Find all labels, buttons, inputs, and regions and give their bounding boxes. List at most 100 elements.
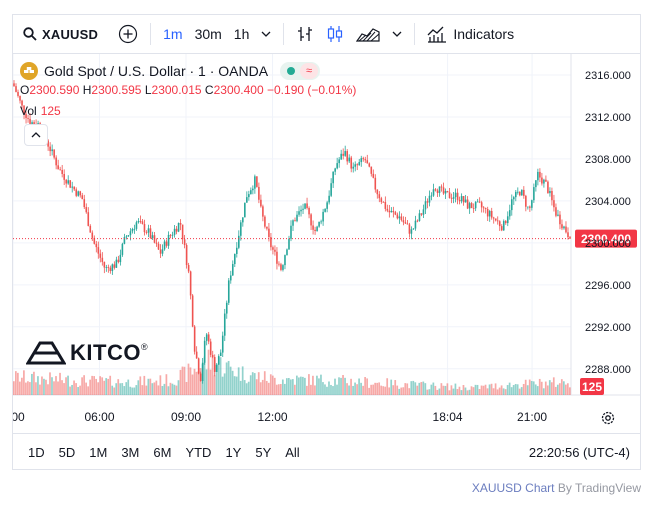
volume-bar: [49, 372, 51, 395]
volume-bar: [77, 387, 79, 395]
volume-bar: [354, 382, 356, 395]
volume-bar: [131, 387, 134, 395]
range-3m[interactable]: 3M: [121, 444, 140, 460]
candle-body: [494, 218, 497, 221]
candle-body: [246, 197, 248, 203]
high-label: H: [82, 83, 92, 97]
candles-style-button[interactable]: [320, 15, 350, 53]
chart-type-dropdown[interactable]: [386, 15, 408, 53]
volume-bar: [402, 387, 405, 395]
interval-1m[interactable]: 1m: [163, 26, 183, 42]
volume-bar: [566, 383, 569, 395]
candle-body: [352, 166, 355, 169]
candle-body: [133, 228, 136, 230]
volume-bar: [251, 372, 254, 395]
candle-body: [209, 341, 212, 355]
volume-bar: [55, 376, 57, 395]
candle-body: [163, 241, 166, 250]
volume-bar: [534, 384, 537, 395]
interval-1h[interactable]: 1h: [233, 26, 250, 42]
candle-body: [332, 171, 334, 184]
volume-bar: [548, 380, 551, 395]
last-price-badge: [575, 229, 637, 248]
candle-body: [63, 173, 65, 180]
candle-body: [392, 210, 395, 213]
collapse-legend-button[interactable]: [24, 124, 48, 146]
volume-bar: [125, 382, 128, 395]
volume-bar: [516, 384, 519, 395]
volume-bar: [490, 383, 493, 395]
candle-body: [420, 213, 423, 215]
price-tick-label: 2288.000: [585, 364, 631, 376]
settings-gear[interactable]: [600, 410, 616, 426]
volume-bar: [213, 375, 216, 395]
volume-bar: [346, 383, 348, 395]
volume-bar: [85, 382, 87, 395]
volume-bar: [330, 384, 332, 395]
candle-body: [408, 224, 411, 234]
candle-body: [183, 239, 186, 246]
candle-body: [458, 199, 461, 202]
candle-body: [97, 247, 100, 254]
candle-body: [334, 168, 336, 172]
range-ytd[interactable]: YTD: [185, 444, 212, 460]
candle-body: [282, 265, 284, 270]
range-all[interactable]: All: [285, 444, 300, 460]
candle-body: [197, 358, 200, 374]
candle-body: [545, 179, 547, 182]
indicators-button[interactable]: Indicators: [421, 15, 520, 53]
tradingview-credit[interactable]: XAUUSD Chart By TradingView: [472, 481, 641, 495]
range-1m[interactable]: 1M: [89, 444, 108, 460]
registered-mark: ®: [140, 342, 148, 352]
candle-body: [195, 351, 198, 359]
range-5d[interactable]: 5D: [58, 444, 76, 460]
volume-bar: [486, 388, 489, 395]
candle-body: [394, 212, 397, 215]
market-status-toggle[interactable]: ≈: [280, 62, 321, 80]
candle-body: [113, 264, 116, 268]
volume-bar: [438, 388, 441, 395]
timezone-clock[interactable]: 22:20:56 (UTC-4): [528, 444, 630, 460]
volume-bar: [47, 384, 49, 395]
volume-bar: [203, 356, 206, 395]
volume-bar: [360, 382, 362, 395]
interval-30m[interactable]: 30m: [194, 26, 222, 42]
range-1d[interactable]: 1D: [28, 444, 45, 460]
bars-style-button[interactable]: [290, 15, 320, 53]
range-5y[interactable]: 5Y: [255, 444, 272, 460]
kitco-logo: KITCO ®: [26, 340, 148, 366]
candle-body: [33, 122, 35, 125]
candle-body: [400, 216, 403, 221]
candle-body: [557, 214, 559, 216]
volume-bar: [173, 384, 176, 395]
compare-button[interactable]: [104, 15, 144, 53]
candle-body: [456, 192, 459, 200]
volume-bar: [179, 369, 182, 395]
candle-body: [428, 195, 431, 203]
candle-body: [191, 295, 194, 327]
candle-body: [161, 249, 164, 254]
candle-body: [382, 201, 385, 203]
range-1y[interactable]: 1Y: [225, 444, 242, 460]
volume-bar: [558, 383, 561, 395]
interval-dropdown[interactable]: [255, 15, 277, 53]
candle-body: [519, 191, 521, 196]
range-6m[interactable]: 6M: [153, 444, 172, 460]
volume-bar: [292, 379, 294, 395]
candle-body: [298, 211, 300, 215]
credit-symbol: XAUUSD Chart: [471, 481, 555, 495]
volume-bar: [17, 372, 19, 395]
area-style-button[interactable]: [350, 15, 386, 53]
volume-bar: [275, 384, 278, 395]
change-value: −0.190 (−0.01%): [267, 83, 357, 97]
volume-bar: [261, 379, 264, 395]
volume-bar: [239, 380, 242, 395]
volume-bar: [450, 385, 453, 395]
symbol-search[interactable]: XAUUSD: [13, 15, 104, 53]
volume-bar: [394, 380, 397, 395]
candle-body: [29, 118, 31, 125]
candle-body: [238, 235, 240, 248]
volume-bar: [281, 379, 284, 395]
candle-body: [354, 164, 357, 167]
